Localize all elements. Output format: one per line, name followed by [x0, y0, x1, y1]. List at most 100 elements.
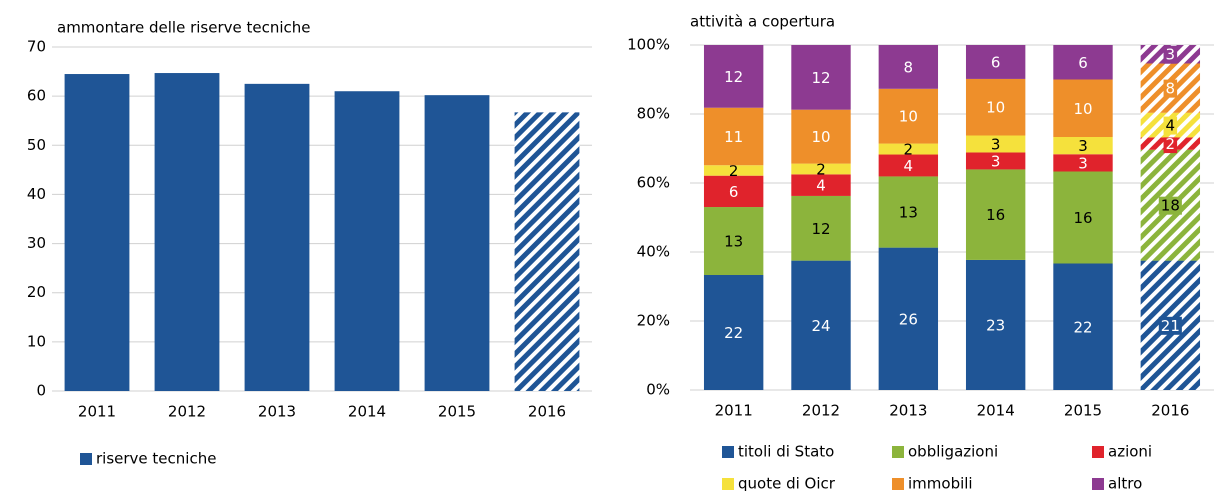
data-label: 13 — [724, 233, 743, 251]
x-tick-label: 2012 — [168, 403, 206, 421]
data-label: 16 — [986, 206, 1005, 224]
data-label-bg — [1163, 116, 1178, 135]
y-tick-label: 40 — [27, 185, 46, 203]
data-label: 6 — [1078, 54, 1088, 72]
bar-segment — [965, 45, 1026, 79]
chart-title: ammontare delle riserve tecniche — [57, 19, 311, 37]
bar-segment — [791, 195, 851, 261]
bar-segment — [1053, 45, 1113, 80]
chart-title: attività a copertura — [690, 13, 835, 31]
data-label-bg — [1158, 316, 1182, 335]
data-label: 3 — [991, 152, 1001, 170]
data-label: 2 — [904, 141, 914, 159]
data-label: 22 — [724, 324, 743, 342]
x-tick-label: 2012 — [802, 402, 840, 420]
data-label: 3 — [1166, 46, 1176, 64]
data-label-bg — [1158, 196, 1182, 215]
bar-segment — [1053, 137, 1113, 155]
x-tick-label: 2014 — [977, 402, 1015, 420]
data-label: 24 — [811, 317, 830, 335]
data-label: 4 — [904, 157, 914, 175]
data-label: 3 — [991, 135, 1001, 153]
y-tick-label: 60% — [637, 174, 670, 192]
data-label: 11 — [724, 128, 743, 146]
data-label: 4 — [816, 177, 826, 195]
data-label: 2 — [816, 160, 826, 178]
bar — [334, 91, 400, 391]
legend-swatch — [722, 478, 734, 490]
bar-segment — [791, 45, 851, 110]
bar-segment — [965, 135, 1026, 153]
y-tick-label: 20 — [27, 283, 46, 301]
data-label: 26 — [899, 310, 918, 328]
data-label: 3 — [1078, 137, 1088, 155]
data-label: 18 — [1161, 197, 1180, 215]
y-tick-label: 40% — [637, 243, 670, 261]
y-tick-label: 70 — [27, 38, 46, 56]
bar-segment — [703, 275, 764, 390]
legend-swatch — [892, 446, 904, 458]
bar — [424, 95, 490, 391]
y-tick-label: 0 — [36, 382, 46, 400]
data-label: 3 — [1078, 154, 1088, 172]
bar-segment — [878, 247, 939, 390]
data-label: 21 — [1161, 317, 1180, 335]
bar-segment — [878, 88, 939, 144]
data-label: 6 — [729, 183, 739, 201]
bar-segment — [791, 163, 851, 175]
data-label: 2 — [1166, 135, 1176, 153]
data-label: 10 — [1073, 100, 1092, 118]
data-label-bg — [1163, 135, 1178, 154]
x-tick-label: 2016 — [528, 403, 566, 421]
bar-segment — [703, 107, 764, 166]
bar-segment — [965, 169, 1026, 260]
legend-label: riserve tecniche — [96, 450, 216, 468]
x-tick-label: 2016 — [1151, 402, 1189, 420]
bar — [154, 73, 220, 391]
x-tick-label: 2013 — [889, 402, 927, 420]
x-tick-label: 2015 — [1064, 402, 1102, 420]
bar — [64, 74, 130, 392]
bar — [244, 83, 310, 391]
bar-segment — [1053, 154, 1113, 172]
y-tick-label: 50 — [27, 136, 46, 154]
bar-segment — [791, 260, 851, 390]
y-tick-label: 100% — [627, 36, 670, 54]
bar-segment — [703, 165, 764, 176]
data-label: 12 — [811, 220, 830, 238]
bar-segment — [965, 259, 1026, 390]
data-label: 16 — [1073, 209, 1092, 227]
bar-segment — [878, 154, 939, 177]
bar-segment — [965, 152, 1026, 170]
legend-swatch — [1092, 478, 1104, 490]
data-label: 6 — [991, 53, 1001, 71]
bar-segment — [965, 78, 1026, 136]
bar-segment — [878, 45, 939, 89]
y-tick-label: 30 — [27, 234, 46, 252]
y-tick-label: 10 — [27, 332, 46, 350]
y-tick-label: 0% — [646, 381, 670, 399]
data-label: 8 — [1166, 80, 1176, 98]
legend-label: titoli di Stato — [738, 443, 834, 461]
data-label: 4 — [1166, 117, 1176, 135]
bar-segment — [703, 45, 764, 108]
bar-segment — [1053, 79, 1113, 137]
x-tick-label: 2015 — [438, 403, 476, 421]
legend-swatch — [722, 446, 734, 458]
legend-swatch — [892, 478, 904, 490]
legend-swatch — [80, 453, 92, 465]
data-label: 2 — [729, 162, 739, 180]
x-tick-label: 2011 — [715, 402, 753, 420]
bar-segment — [703, 175, 764, 208]
x-tick-label: 2014 — [348, 403, 386, 421]
data-label: 22 — [1073, 318, 1092, 336]
bar-segment — [878, 176, 939, 248]
data-label: 13 — [899, 204, 918, 222]
data-label: 10 — [811, 128, 830, 146]
bar-segment — [791, 109, 851, 164]
legend-label: obbligazioni — [908, 443, 998, 461]
data-label: 12 — [724, 68, 743, 86]
x-tick-label: 2011 — [78, 403, 116, 421]
data-label: 10 — [986, 99, 1005, 117]
